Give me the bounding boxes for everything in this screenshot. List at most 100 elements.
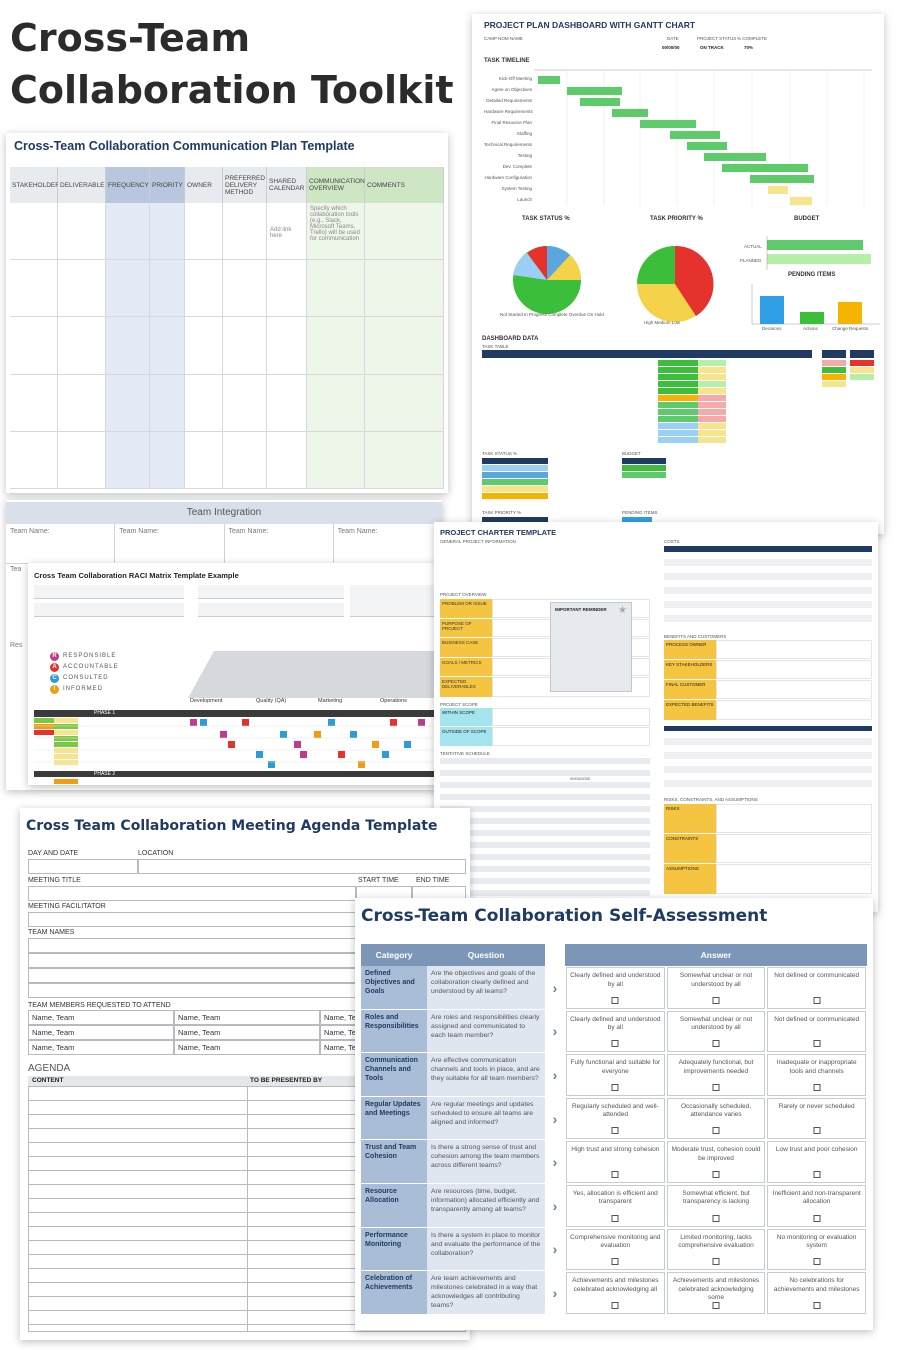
cell[interactable]: [223, 317, 267, 375]
answer-checkbox[interactable]: [611, 1301, 619, 1309]
cell[interactable]: [58, 317, 106, 375]
cell[interactable]: [307, 260, 365, 318]
cell[interactable]: [267, 317, 307, 375]
cell[interactable]: [10, 260, 58, 318]
scope-row-input[interactable]: [492, 708, 650, 726]
cell[interactable]: [150, 431, 185, 489]
risk-row-input[interactable]: [716, 804, 872, 833]
answer-checkbox[interactable]: [712, 1040, 720, 1048]
benefit-row-input[interactable]: [716, 640, 872, 659]
cell[interactable]: [365, 203, 444, 261]
header-complete-value: 70%: [744, 45, 754, 50]
group-operations: Operations: [380, 698, 407, 704]
answer-checkbox[interactable]: [712, 1214, 720, 1222]
answer-checkbox[interactable]: [611, 1083, 619, 1091]
cell[interactable]: [150, 260, 185, 318]
raci-field[interactable]: [34, 603, 184, 617]
cell[interactable]: [307, 431, 365, 489]
answer-checkbox[interactable]: [813, 1214, 821, 1222]
benefit-row-input[interactable]: [716, 660, 872, 679]
attendee-cell[interactable]: Name, Team: [174, 1010, 320, 1025]
team-name-cell[interactable]: Team Name:: [115, 524, 225, 564]
cell[interactable]: [185, 374, 223, 432]
scope-rows: WITHIN SCOPE OUTSIDE OF SCOPE: [440, 708, 650, 746]
day-date-field[interactable]: [28, 859, 138, 874]
cell[interactable]: [106, 374, 150, 432]
cell[interactable]: [58, 374, 106, 432]
attendee-cell[interactable]: Name, Team: [28, 1010, 174, 1025]
answer-checkbox[interactable]: [611, 1170, 619, 1178]
cell[interactable]: [106, 260, 150, 318]
cell[interactable]: [10, 431, 58, 489]
answer-checkbox[interactable]: [611, 996, 619, 1004]
team-name-cell[interactable]: Team Name:: [6, 524, 116, 564]
cell[interactable]: [150, 374, 185, 432]
attendee-cell[interactable]: Name, Team: [28, 1040, 174, 1055]
answer-checkbox[interactable]: [813, 1040, 821, 1048]
answer-checkbox[interactable]: [813, 996, 821, 1004]
team-name-cell[interactable]: Team Name:: [224, 524, 334, 564]
cell[interactable]: [58, 203, 106, 261]
cell[interactable]: [267, 260, 307, 318]
answer-checkbox[interactable]: [813, 1170, 821, 1178]
cell[interactable]: [223, 431, 267, 489]
raci-field[interactable]: [34, 585, 184, 599]
answer-checkbox[interactable]: [712, 1301, 720, 1309]
answer-checkbox[interactable]: [712, 996, 720, 1004]
answer-checkbox[interactable]: [712, 1258, 720, 1266]
risk-row-input[interactable]: [716, 834, 872, 863]
scope-row-input[interactable]: [492, 727, 650, 746]
answer-checkbox[interactable]: [611, 1127, 619, 1135]
raci-field[interactable]: [350, 585, 442, 617]
cell[interactable]: [223, 374, 267, 432]
answer-checkbox[interactable]: [813, 1258, 821, 1266]
overview-note[interactable]: Specify which collaboration tools (e.g.,…: [307, 203, 365, 261]
cell[interactable]: [185, 260, 223, 318]
answer-checkbox[interactable]: [813, 1301, 821, 1309]
answer-checkbox[interactable]: [712, 1083, 720, 1091]
cell[interactable]: [267, 431, 307, 489]
cell[interactable]: [10, 203, 58, 261]
cell[interactable]: [223, 260, 267, 318]
answer-checkbox[interactable]: [813, 1127, 821, 1135]
cell[interactable]: [10, 317, 58, 375]
cell[interactable]: [106, 317, 150, 375]
cell[interactable]: [365, 431, 444, 489]
cell[interactable]: [223, 203, 267, 261]
cell[interactable]: [106, 203, 150, 261]
cell[interactable]: [106, 431, 150, 489]
answer-checkbox[interactable]: [712, 1127, 720, 1135]
cell[interactable]: [307, 317, 365, 375]
answer-checkbox[interactable]: [813, 1083, 821, 1091]
meeting-title-field[interactable]: [28, 886, 356, 901]
cell[interactable]: [185, 317, 223, 375]
attendee-cell[interactable]: Name, Team: [28, 1025, 174, 1040]
location-field[interactable]: [138, 859, 466, 874]
calendar-note[interactable]: Add link here: [267, 203, 307, 261]
cell[interactable]: [58, 431, 106, 489]
benefit-row-input[interactable]: [716, 700, 872, 720]
risk-row-input[interactable]: [716, 864, 872, 894]
team-name-cell[interactable]: Team Name:: [333, 524, 442, 564]
cell[interactable]: [267, 374, 307, 432]
attendee-cell[interactable]: Name, Team: [174, 1025, 320, 1040]
cell[interactable]: [365, 260, 444, 318]
benefit-row-input[interactable]: [716, 680, 872, 699]
cell[interactable]: [58, 260, 106, 318]
answer-checkbox[interactable]: [611, 1214, 619, 1222]
cell[interactable]: [150, 317, 185, 375]
cell[interactable]: [185, 431, 223, 489]
overview-row-label: PURPOSE OF PROJECT: [440, 618, 492, 637]
cell[interactable]: [10, 374, 58, 432]
attendee-cell[interactable]: Name, Team: [174, 1040, 320, 1055]
raci-field[interactable]: [198, 585, 344, 599]
cell[interactable]: [185, 203, 223, 261]
answer-checkbox[interactable]: [611, 1258, 619, 1266]
raci-field[interactable]: [198, 603, 344, 617]
cell[interactable]: [307, 374, 365, 432]
cell[interactable]: [365, 374, 444, 432]
answer-checkbox[interactable]: [611, 1040, 619, 1048]
cell[interactable]: [150, 203, 185, 261]
answer-checkbox[interactable]: [712, 1170, 720, 1178]
cell[interactable]: [365, 317, 444, 375]
